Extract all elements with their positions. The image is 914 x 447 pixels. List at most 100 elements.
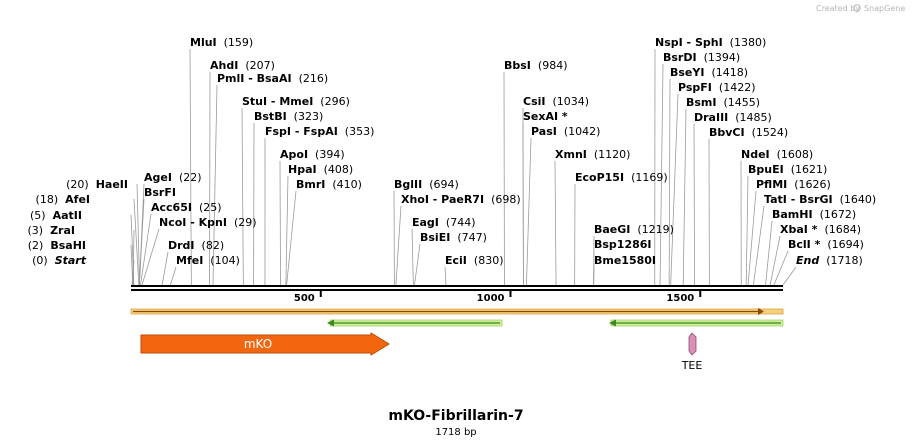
leader-line xyxy=(526,137,532,286)
site-label-right-43[interactable]: End (1718) xyxy=(796,254,863,267)
mko-feature-arrow[interactable] xyxy=(140,332,390,356)
site-label-right-15[interactable]: BglII (694) xyxy=(394,178,459,191)
site-label-right-34[interactable]: DraIII (1485) xyxy=(694,111,772,124)
leader-line xyxy=(189,48,192,286)
site-label-right-39[interactable]: TatI - BsrGI (1640) xyxy=(764,193,876,206)
site-label-right-16[interactable]: XhoI - PaeR7I (698) xyxy=(401,193,521,206)
site-label-right-0[interactable]: MluI (159) xyxy=(190,36,253,49)
site-label-right-19[interactable]: EciI (830) xyxy=(445,254,504,267)
site-label-right-24[interactable]: XmnI (1120) xyxy=(555,148,630,161)
mko-feature-label: mKO xyxy=(244,337,272,351)
site-name: ZraI xyxy=(50,224,75,237)
site-name: ApoI xyxy=(280,148,308,161)
site-label-right-14[interactable]: MfeI (104) xyxy=(176,254,240,267)
site-position: (1485) xyxy=(735,111,772,124)
site-name: BpuEI xyxy=(748,163,784,176)
leader-line xyxy=(668,78,671,286)
leader-line xyxy=(765,220,773,286)
site-name: Bsp1286I xyxy=(594,238,652,251)
site-position: (1169) xyxy=(631,171,668,184)
site-name: PspFI xyxy=(678,81,712,94)
site-label-right-31[interactable]: BseYI (1418) xyxy=(670,66,748,79)
credit-brand: SnapGene xyxy=(864,4,905,13)
site-label-right-28[interactable]: Bme1580I xyxy=(594,254,656,267)
site-name: AfeI xyxy=(65,193,90,206)
site-label-right-9[interactable]: AgeI (22) xyxy=(144,171,202,184)
site-position: (1422) xyxy=(719,81,756,94)
site-label-right-12[interactable]: NcoI - KpnI (29) xyxy=(159,216,257,229)
site-labels: MluI (159) AhdI (207)PmlI - BsaAI (216) StuI … xyxy=(27,36,876,267)
site-label-right-22[interactable]: SexAI * xyxy=(523,110,568,123)
site-position: (1219) xyxy=(637,223,674,236)
site-label-right-29[interactable]: NspI - SphI (1380) xyxy=(655,36,766,49)
site-label-right-30[interactable]: BsrDI (1394) xyxy=(663,51,740,64)
site-name: BsrFI xyxy=(144,186,176,199)
site-name: BmrI xyxy=(296,178,325,191)
site-label-left-3[interactable]: (5) AatII xyxy=(30,209,82,222)
site-name: EcoP15I xyxy=(575,171,624,184)
site-name: EagI xyxy=(412,216,439,229)
site-position: (1120) xyxy=(594,148,631,161)
site-name: BstBI xyxy=(254,110,287,123)
site-name: CsiI xyxy=(523,95,545,108)
site-label-right-2[interactable]: PmlI - BsaAI (216) xyxy=(217,72,328,85)
site-label-right-27[interactable]: Bsp1286I xyxy=(594,238,652,251)
site-name: BbsI xyxy=(504,59,531,72)
leader-line xyxy=(141,228,160,286)
site-label-right-20[interactable]: BbsI (984) xyxy=(504,59,568,72)
site-label-right-25[interactable]: EcoP15I (1169) xyxy=(575,171,668,184)
leader-line xyxy=(285,175,289,286)
site-position: (296) xyxy=(320,95,350,108)
site-position: (1608) xyxy=(777,148,814,161)
site-position: (747) xyxy=(457,231,487,244)
site-label-right-3[interactable]: StuI - MmeI (296) xyxy=(242,95,350,108)
site-label-right-18[interactable]: BsiEI (747) xyxy=(420,231,487,244)
site-name: BsrDI xyxy=(663,51,697,64)
site-label-right-37[interactable]: BpuEI (1621) xyxy=(748,163,827,176)
site-name: BaeGI xyxy=(594,223,630,236)
site-label-right-4[interactable]: BstBI (323) xyxy=(254,110,323,123)
primer-left xyxy=(327,319,503,327)
site-label-left-5[interactable]: (20) HaeII xyxy=(66,178,128,191)
site-position: (1380) xyxy=(730,36,767,49)
site-name: BseYI xyxy=(670,66,704,79)
tee-feature-marker[interactable] xyxy=(688,332,697,356)
site-label-right-40[interactable]: BamHI (1672) xyxy=(772,208,856,221)
site-label-right-1[interactable]: AhdI (207) xyxy=(210,59,275,72)
site-label-right-35[interactable]: BbvCI (1524) xyxy=(709,126,788,139)
site-label-right-33[interactable]: BsmI (1455) xyxy=(686,96,760,109)
site-label-right-17[interactable]: EagI (744) xyxy=(412,216,476,229)
site-label-right-41[interactable]: XbaI * (1684) xyxy=(780,223,861,236)
site-position: (1524) xyxy=(752,126,789,139)
site-label-right-38[interactable]: PflMI (1626) xyxy=(756,178,831,191)
site-label-right-23[interactable]: PasI (1042) xyxy=(531,125,600,138)
site-label-right-5[interactable]: FspI - FspAI (353) xyxy=(265,125,374,138)
site-position: (984) xyxy=(538,59,568,72)
site-position: (1034) xyxy=(552,95,589,108)
site-label-right-32[interactable]: PspFI (1422) xyxy=(678,81,755,94)
site-label-right-26[interactable]: BaeGI (1219) xyxy=(594,223,674,236)
site-position: (0) xyxy=(32,254,48,267)
site-name: AhdI xyxy=(210,59,238,72)
site-label-right-21[interactable]: CsiI (1034) xyxy=(523,95,589,108)
site-position: (22) xyxy=(179,171,202,184)
leader-line xyxy=(444,266,447,286)
site-position: (1394) xyxy=(704,51,741,64)
site-label-right-7[interactable]: HpaI (408) xyxy=(288,163,353,176)
site-position: (18) xyxy=(36,193,59,206)
site-label-right-6[interactable]: ApoI (394) xyxy=(280,148,345,161)
site-label-right-42[interactable]: BclI * (1694) xyxy=(788,238,864,251)
site-label-right-11[interactable]: Acc65I (25) xyxy=(151,201,222,214)
site-label-left-4[interactable]: (18) AfeI xyxy=(36,193,90,206)
site-label-right-8[interactable]: BmrI (410) xyxy=(296,178,362,191)
site-label-left-0[interactable]: (0) Start xyxy=(32,254,87,267)
site-name: XbaI * xyxy=(780,223,818,236)
site-name: MluI xyxy=(190,36,217,49)
site-label-right-10[interactable]: BsrFI xyxy=(144,186,176,199)
site-label-right-36[interactable]: NdeI (1608) xyxy=(741,148,813,161)
site-label-right-13[interactable]: DrdI (82) xyxy=(168,239,224,252)
site-label-left-1[interactable]: (2) BsaHI xyxy=(28,239,86,252)
leader-line xyxy=(138,198,145,286)
credit-prefix: Created by xyxy=(816,4,860,13)
site-label-left-2[interactable]: (3) ZraI xyxy=(27,224,75,237)
